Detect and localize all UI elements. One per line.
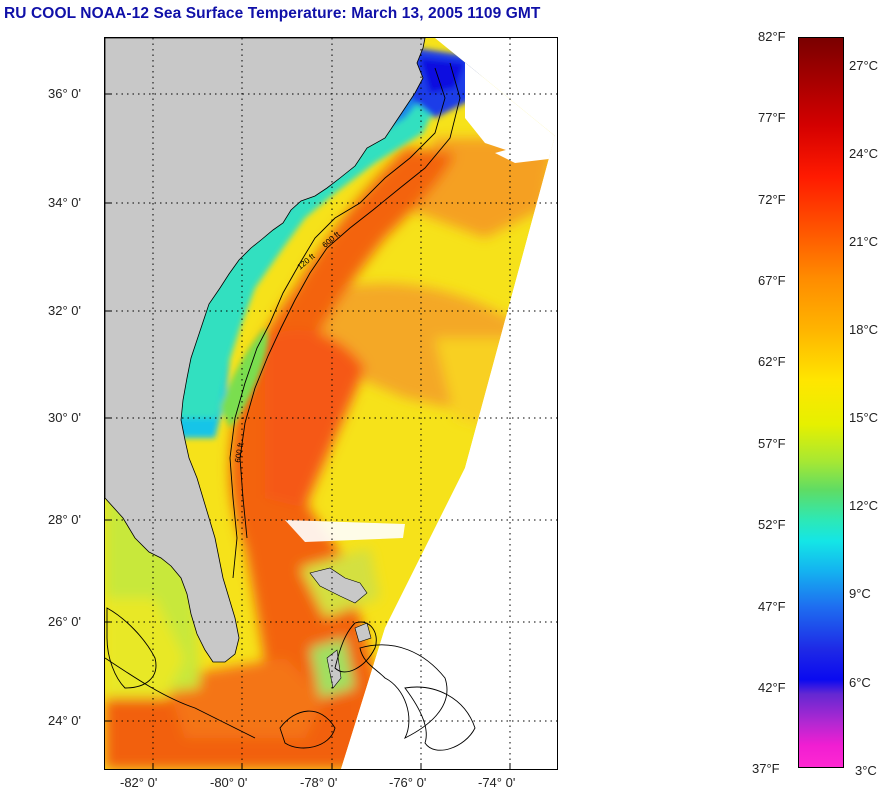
land-mass (105, 38, 426, 663)
contour-label-600-south: 600 ft (233, 441, 245, 463)
lon-label-76: -76° 0' (389, 775, 427, 790)
cb-f-47: 47°F (758, 599, 786, 614)
lon-label-82: -82° 0' (120, 775, 158, 790)
cb-f-72: 72°F (758, 192, 786, 207)
lat-label-24: 24° 0' (48, 713, 81, 728)
sst-map[interactable]: 120 ft 600 ft 600 ft (104, 37, 558, 770)
cb-c-3: 3°C (855, 763, 877, 778)
lon-label-78: -78° 0' (300, 775, 338, 790)
cb-c-12: 12°C (849, 498, 879, 513)
cb-f-42: 42°F (758, 680, 786, 695)
sst-map-canvas: 120 ft 600 ft 600 ft (105, 38, 557, 769)
lat-label-36: 36° 0' (48, 86, 81, 101)
lat-label-30: 30° 0' (48, 410, 81, 425)
cb-c-21: 21°C (849, 234, 879, 249)
bathymetry-contours (105, 62, 476, 751)
lat-label-28: 28° 0' (48, 512, 81, 527)
map-title: RU COOL NOAA-12 Sea Surface Temperature:… (4, 5, 541, 22)
cb-c-24: 24°C (849, 146, 879, 161)
cb-c-18: 18°C (849, 322, 879, 337)
colorbar-gradient (798, 37, 844, 768)
cb-f-52: 52°F (758, 517, 786, 532)
cb-f-77: 77°F (758, 110, 786, 125)
cb-c-9: 9°C (849, 586, 871, 601)
lon-label-80: -80° 0' (210, 775, 248, 790)
cb-f-62: 62°F (758, 354, 786, 369)
graticule (105, 38, 557, 769)
lat-label-26: 26° 0' (48, 614, 81, 629)
cb-f-67: 67°F (758, 273, 786, 288)
lon-label-74: -74° 0' (478, 775, 516, 790)
cb-f-57: 57°F (758, 436, 786, 451)
temperature-colorbar (798, 37, 844, 768)
cb-c-6: 6°C (849, 675, 871, 690)
cb-c-15: 15°C (849, 410, 879, 425)
cb-f-82: 82°F (758, 29, 786, 44)
lat-label-32: 32° 0' (48, 303, 81, 318)
lat-label-34: 34° 0' (48, 195, 81, 210)
cb-c-27: 27°C (849, 58, 879, 73)
cb-f-37: 37°F (752, 761, 780, 776)
